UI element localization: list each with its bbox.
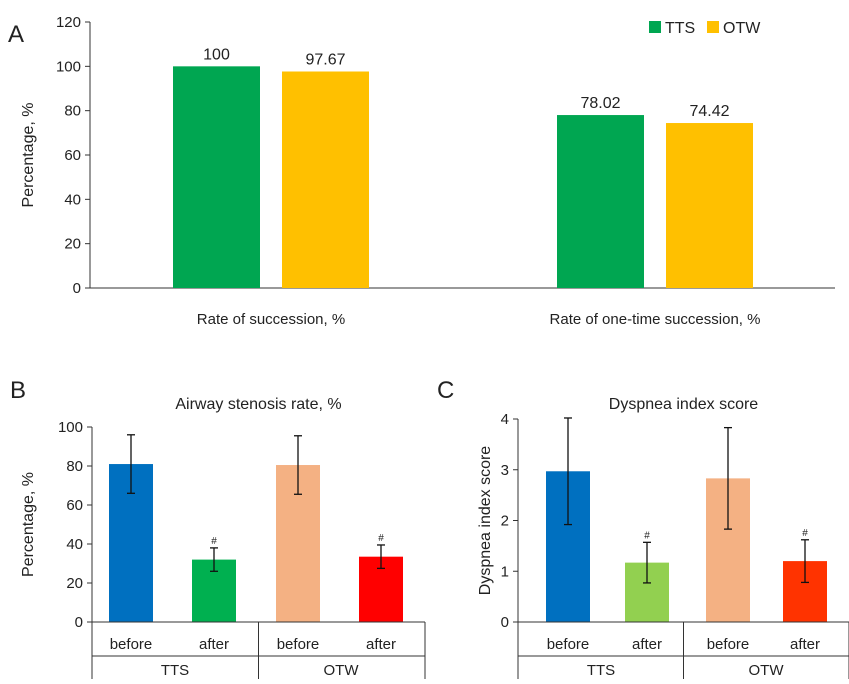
a-bar (666, 123, 753, 288)
a-data-label: 78.02 (580, 95, 620, 112)
b-bar-label: after (366, 636, 396, 653)
a-data-label: 74.42 (689, 103, 729, 120)
a-y-tick-label: 120 (56, 14, 81, 31)
b-y-tick-label: 60 (66, 497, 83, 514)
b-bar-label: after (199, 636, 229, 653)
a-data-label: 97.67 (305, 51, 345, 68)
a-y-tick-label: 100 (56, 58, 81, 75)
b-significance-marker: # (378, 533, 384, 544)
a-bar (557, 115, 644, 288)
b-y-axis-title: Percentage, % (20, 472, 37, 577)
c-y-tick-label: 0 (501, 614, 509, 631)
b-title: Airway stenosis rate, % (175, 396, 341, 413)
b-bar-label: before (277, 636, 320, 653)
b-y-tick-label: 80 (66, 458, 83, 475)
c-y-tick-label: 4 (501, 411, 509, 428)
a-category-label: Rate of succession, % (197, 311, 345, 328)
a-legend-swatch (649, 21, 661, 33)
a-y-tick-label: 60 (64, 147, 81, 164)
c-bar-label: after (790, 636, 820, 653)
c-bar-label: before (707, 636, 750, 653)
c-group-label: OTW (749, 662, 785, 679)
a-legend-label: OTW (723, 20, 761, 37)
c-y-tick-label: 1 (501, 563, 509, 580)
a-category-label: Rate of one-time succession, % (550, 311, 761, 328)
panel-label-a: A (8, 21, 24, 48)
c-y-tick-label: 3 (501, 462, 509, 479)
a-legend-label: TTS (665, 20, 695, 37)
c-significance-marker: # (802, 528, 808, 539)
panel-label-b: B (10, 377, 26, 404)
c-title: Dyspnea index score (609, 396, 759, 413)
c-y-axis-title: Dyspnea index score (477, 446, 494, 596)
a-legend-swatch (707, 21, 719, 33)
b-group-label: TTS (161, 662, 189, 679)
c-bar-label: after (632, 636, 662, 653)
a-y-tick-label: 80 (64, 103, 81, 120)
c-significance-marker: # (644, 530, 650, 541)
b-y-tick-label: 20 (66, 575, 83, 592)
a-bar (173, 66, 260, 288)
b-y-tick-label: 40 (66, 536, 83, 553)
c-bar-label: before (547, 636, 590, 653)
c-y-tick-label: 2 (501, 513, 509, 530)
a-y-tick-label: 40 (64, 191, 81, 208)
b-group-label: OTW (324, 662, 360, 679)
b-significance-marker: # (211, 536, 217, 547)
a-bar (282, 71, 369, 288)
b-y-tick-label: 100 (58, 419, 83, 436)
a-y-tick-label: 20 (64, 236, 81, 253)
b-bar-label: before (110, 636, 153, 653)
c-group-label: TTS (587, 662, 615, 679)
a-y-tick-label: 0 (73, 280, 81, 297)
a-y-axis-title: Percentage, % (20, 103, 37, 208)
a-data-label: 100 (203, 46, 230, 63)
b-y-tick-label: 0 (75, 614, 83, 631)
panel-label-c: C (437, 377, 454, 404)
